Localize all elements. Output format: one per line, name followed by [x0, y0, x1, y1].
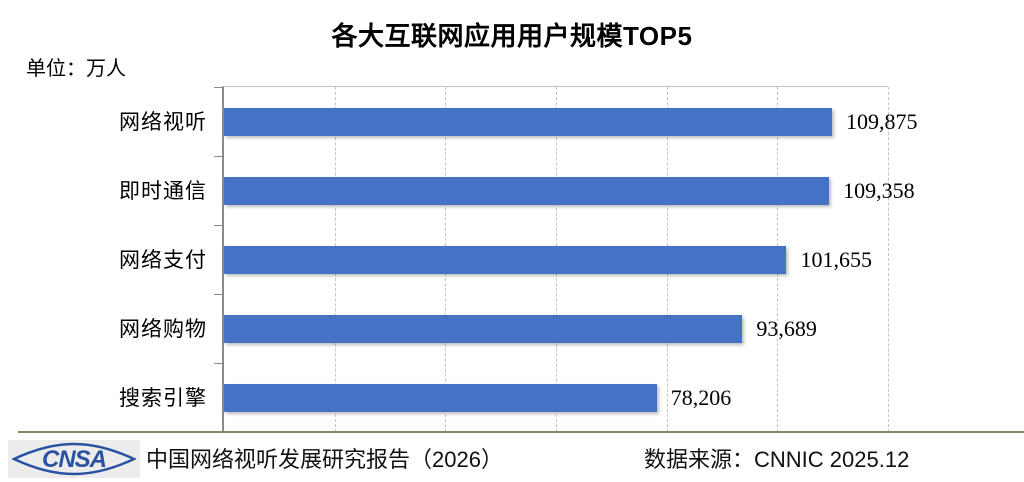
value-label: 93,689 [756, 316, 817, 342]
value-label: 78,206 [670, 385, 732, 411]
category-label: 网络购物 [119, 317, 207, 342]
cnsa-logo-icon: CNSA [12, 442, 136, 476]
axis-tick [214, 294, 224, 295]
bar [224, 245, 787, 274]
axis-tick [214, 87, 224, 88]
axis-tick [214, 363, 224, 364]
bar [224, 176, 830, 205]
plot-area: 109,875 109,358 101,655 93,689 78,206 [214, 86, 917, 433]
category-label: 网络视听 [119, 109, 207, 134]
value-label: 109,875 [845, 108, 918, 134]
footer-divider [18, 431, 1024, 433]
category-label: 网络支付 [119, 247, 207, 272]
bar [224, 315, 743, 344]
value-label: 109,358 [843, 177, 915, 203]
value-label: 101,655 [800, 246, 872, 272]
axis-tick [214, 225, 224, 226]
axis-tick [214, 156, 224, 157]
gridline-120000 [888, 87, 889, 432]
category-axis: 网络视听即时通信网络支付网络购物搜索引擎 [0, 86, 207, 432]
bar-row: 109,358 [224, 156, 1024, 225]
chart-title: 各大互联网应用用户规模TOP5 [331, 21, 693, 51]
cnsa-logo: CNSA [8, 440, 140, 478]
bar-row: 109,875 [224, 87, 1024, 156]
bar-row: 93,689 [224, 295, 1024, 364]
svg-text:CNSA: CNSA [42, 446, 106, 473]
bar [224, 384, 657, 413]
bar [224, 107, 832, 136]
unit-label: 单位：万人 [26, 58, 126, 80]
footer-source-label: 数据来源：CNNIC 2025.12 [644, 447, 910, 472]
footer-report-label: 中国网络视听发展研究报告（2026） [146, 447, 503, 472]
category-label: 即时通信 [119, 178, 207, 203]
bar-series: 109,875 109,358 101,655 93,689 78,206 [224, 87, 1024, 432]
category-label: 搜索引擎 [119, 386, 207, 411]
bar-row: 78,206 [224, 364, 1024, 433]
bar-row: 101,655 [224, 225, 1024, 294]
